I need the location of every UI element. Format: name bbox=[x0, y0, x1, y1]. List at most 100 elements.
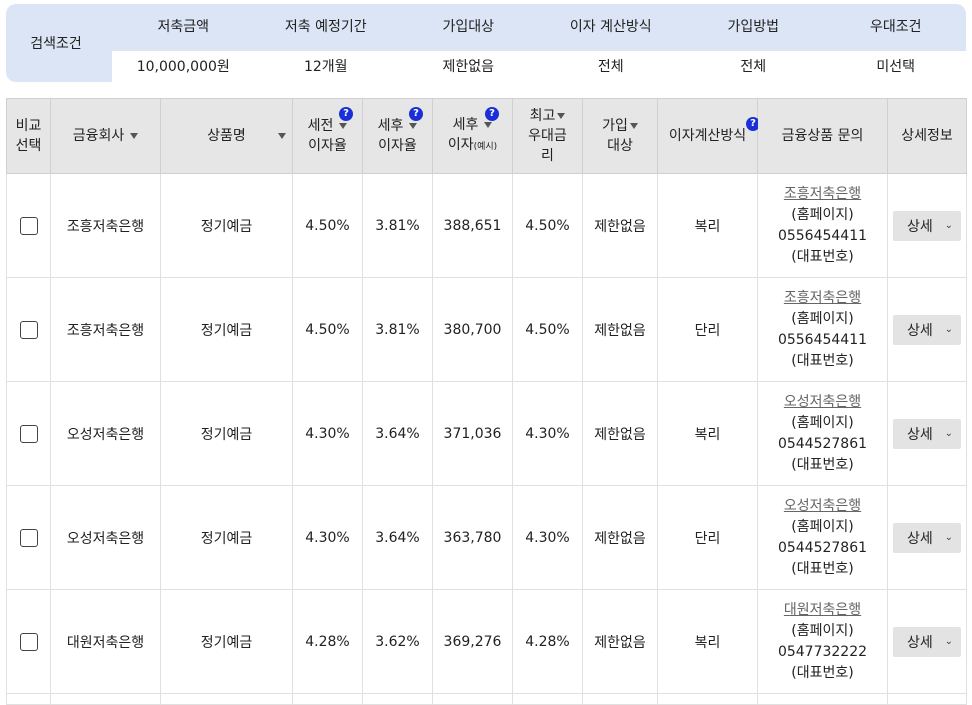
help-icon[interactable]: ? bbox=[746, 117, 760, 131]
detail-button[interactable]: 상세 ⌄ bbox=[893, 626, 961, 657]
detail-button[interactable]: 상세 ⌄ bbox=[893, 314, 961, 345]
max-rate-cell: 4.28% bbox=[512, 589, 583, 694]
max-rate-cell: 4.30% bbox=[512, 485, 583, 590]
search-conditions-values: 10,000,000원 12개월 제한없음 전체 전체 미선택 bbox=[112, 51, 967, 83]
post-tax-interest-cell: 371,036 bbox=[432, 381, 513, 486]
compare-cell bbox=[6, 381, 51, 486]
post-tax-rate-cell: 3.81% bbox=[362, 277, 433, 382]
inquiry-cell: 오성저축은행 (홈페이지) 0544527861 (대표번호) bbox=[757, 381, 888, 486]
table-row: 대원저축은행 정기예금 4.28% 3.62% 369,276 4.28% 제한없음 복리 대원… bbox=[6, 589, 967, 694]
header-compare: 비교 선택 bbox=[6, 98, 51, 174]
cond-value-amount: 10,000,000원 bbox=[136, 59, 230, 75]
company-cell: 조흥저축은행 bbox=[50, 173, 161, 278]
calc-method-cell: 복리 bbox=[657, 381, 758, 486]
max-rate-cell: 4.50% bbox=[512, 277, 583, 382]
phone-label: (대표번호) bbox=[791, 560, 854, 577]
cond-header-target: 가입대상 bbox=[442, 19, 495, 35]
help-icon[interactable]: ? bbox=[339, 107, 353, 121]
post-tax-interest-cell: 388,651 bbox=[432, 173, 513, 278]
calc-method-cell: 단리 bbox=[657, 485, 758, 590]
post-tax-rate-cell: 3.81% bbox=[362, 173, 433, 278]
inquiry-cell: 조흥저축은행 (홈페이지) 0556454411 (대표번호) bbox=[757, 173, 888, 278]
help-icon[interactable]: ? bbox=[409, 107, 423, 121]
post-tax-rate-cell: 3.64% bbox=[362, 381, 433, 486]
phone-label: (대표번호) bbox=[791, 352, 854, 369]
sort-arrow-icon bbox=[278, 133, 286, 139]
detail-button[interactable]: 상세 ⌄ bbox=[893, 522, 961, 553]
join-target-cell: 제한없음 bbox=[582, 381, 658, 486]
detail-cell: 상세 ⌄ bbox=[887, 173, 967, 278]
phone-label: (대표번호) bbox=[791, 456, 854, 473]
product-cell: 정기예금 bbox=[160, 589, 293, 694]
search-conditions-panel: 검색조건 저축금액 저축 예정기간 가입대상 이자 계산방식 가입방법 우대조건… bbox=[6, 4, 967, 83]
sort-arrow-icon bbox=[409, 123, 418, 129]
join-target-cell: 제한없음 bbox=[582, 173, 658, 278]
homepage-label: (홈페이지) bbox=[791, 206, 854, 223]
max-rate-cell: 4.50% bbox=[512, 173, 583, 278]
cond-value-period: 12개월 bbox=[303, 59, 348, 75]
company-cell: 대원저축은행 bbox=[50, 589, 161, 694]
join-target-cell: 제한없음 bbox=[582, 485, 658, 590]
inquiry-cell: 오성저축은행 (홈페이지) 0544527861 (대표번호) bbox=[757, 485, 888, 590]
bank-homepage-link[interactable]: 오성저축은행 bbox=[783, 497, 862, 514]
bank-homepage-link[interactable]: 대원저축은행 bbox=[783, 601, 862, 618]
header-pre-tax-rate[interactable]: ? 세전 이자율 bbox=[292, 98, 363, 174]
cond-value-calc: 전체 bbox=[597, 59, 624, 75]
chevron-down-icon: ⌄ bbox=[944, 324, 953, 335]
header-max-rate[interactable]: 최고 우대금 리 bbox=[512, 98, 583, 174]
phone-number: 0556454411 bbox=[777, 227, 868, 244]
homepage-label: (홈페이지) bbox=[791, 414, 854, 431]
bank-homepage-link[interactable]: 조흥저축은행 bbox=[783, 289, 862, 306]
homepage-label: (홈페이지) bbox=[791, 622, 854, 639]
post-tax-rate-cell: 3.62% bbox=[362, 589, 433, 694]
bank-homepage-link[interactable]: 오성저축은행 bbox=[783, 393, 862, 410]
bank-homepage-link[interactable]: 조흥저축은행 bbox=[783, 185, 862, 202]
detail-button-label: 상세 bbox=[907, 426, 933, 443]
detail-cell: 상세 ⌄ bbox=[887, 485, 967, 590]
compare-cell bbox=[6, 485, 51, 590]
table-row: 오성저축은행 정기예금 4.30% 3.64% 371,036 4.30% 제한없음 복리 오성… bbox=[6, 381, 967, 486]
compare-cell bbox=[6, 589, 51, 694]
detail-button[interactable]: 상세 ⌄ bbox=[893, 210, 961, 241]
phone-number: 0544527861 bbox=[777, 435, 868, 452]
search-conditions-title: 검색조건 bbox=[30, 36, 82, 52]
table-row: 조흥저축은행 정기예금 4.50% 3.81% 380,700 4.50% 제한없음 단리 조흥… bbox=[6, 277, 967, 382]
header-post-tax-rate[interactable]: ? 세후 이자율 bbox=[362, 98, 433, 174]
detail-button[interactable]: 상세 ⌄ bbox=[893, 418, 961, 449]
header-calc-method: ? 이자계산방식 bbox=[657, 98, 760, 174]
header-inquiry: 금융상품 문의 bbox=[757, 98, 888, 174]
company-cell: 오성저축은행 bbox=[50, 485, 161, 590]
header-post-tax-interest[interactable]: ? 세후 이자(예시) bbox=[432, 98, 513, 174]
compare-checkbox[interactable] bbox=[19, 528, 38, 547]
compare-checkbox[interactable] bbox=[19, 632, 38, 651]
product-cell: 정기예금 bbox=[160, 381, 293, 486]
header-join-target[interactable]: 가입 대상 bbox=[582, 98, 658, 174]
cond-header-preferential: 우대조건 bbox=[869, 19, 922, 35]
homepage-label: (홈페이지) bbox=[791, 310, 854, 327]
post-tax-interest-cell: 380,700 bbox=[432, 277, 513, 382]
table-header-row: 비교 선택 금융회사 상품명 ? 세전 이자율 ? 세후 이자율 ? bbox=[6, 98, 967, 174]
header-company[interactable]: 금융회사 bbox=[50, 98, 161, 174]
table-row: 조흥저축은행 정기예금 4.50% 3.81% 388,651 4.50% 제한없음 복리 조흥… bbox=[6, 173, 967, 278]
header-product[interactable]: 상품명 bbox=[160, 98, 293, 174]
detail-button-label: 상세 bbox=[907, 634, 933, 651]
results-table: 비교 선택 금융회사 상품명 ? 세전 이자율 ? 세후 이자율 ? bbox=[6, 98, 967, 705]
table-row-partial bbox=[6, 693, 967, 705]
cond-header-period: 저축 예정기간 bbox=[284, 19, 367, 35]
compare-checkbox[interactable] bbox=[19, 424, 38, 443]
product-cell: 정기예금 bbox=[160, 485, 293, 590]
calc-method-cell: 단리 bbox=[657, 277, 758, 382]
product-cell: 정기예금 bbox=[160, 277, 293, 382]
table-row: 오성저축은행 정기예금 4.30% 3.64% 363,780 4.30% 제한없음 단리 오성… bbox=[6, 485, 967, 590]
sort-arrow-icon bbox=[629, 123, 638, 129]
detail-button-label: 상세 bbox=[907, 322, 933, 339]
sort-arrow-icon bbox=[339, 123, 348, 129]
post-tax-interest-cell: 369,276 bbox=[432, 589, 513, 694]
help-icon[interactable]: ? bbox=[485, 107, 499, 121]
calc-method-cell: 복리 bbox=[657, 173, 758, 278]
phone-number: 0547732222 bbox=[777, 643, 868, 660]
compare-checkbox[interactable] bbox=[19, 216, 38, 235]
post-tax-interest-cell: 363,780 bbox=[432, 485, 513, 590]
compare-checkbox[interactable] bbox=[19, 320, 38, 339]
join-target-cell: 제한없음 bbox=[582, 277, 658, 382]
